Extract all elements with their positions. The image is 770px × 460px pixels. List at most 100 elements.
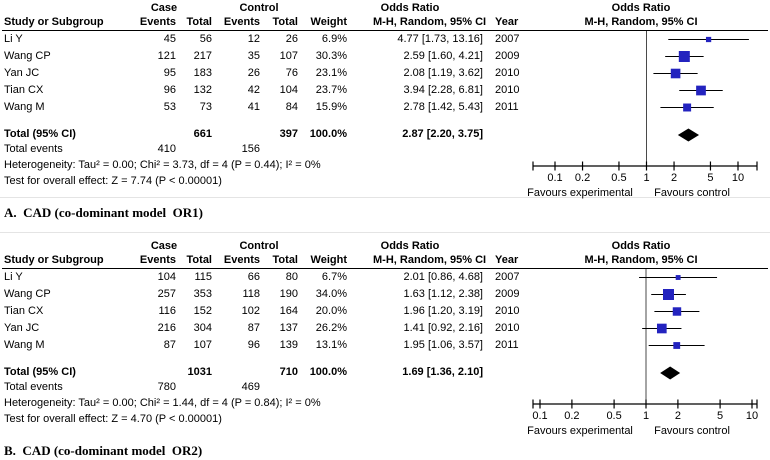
control-group-header: Control: [239, 240, 279, 252]
control-events-value: 12: [247, 33, 260, 45]
control-total-value: 26: [285, 33, 298, 45]
case-group-header: Case: [150, 2, 178, 14]
year-value: 2010: [495, 305, 520, 317]
case-events-value: 257: [157, 288, 176, 300]
case-events-value: 116: [158, 305, 176, 317]
axis-tick-label: 0.1: [547, 172, 562, 184]
or-square-marker: [675, 275, 681, 280]
weight-value: 6.9%: [321, 33, 347, 45]
case-events-header: Events: [139, 16, 176, 28]
case-total-value: 107: [193, 339, 212, 351]
control-total-value: 80: [285, 271, 298, 283]
control-events-value: 41: [247, 101, 260, 113]
or-square-marker: [696, 85, 706, 96]
case-total-value: 304: [193, 322, 212, 334]
control-events-value: 102: [241, 305, 260, 317]
favours-right-label: Favours control: [654, 425, 730, 437]
mh-random-plot-header: M-H, Random, 95% CI: [584, 16, 698, 28]
control-total-value: 190: [279, 288, 298, 300]
year-value: 2007: [495, 271, 520, 283]
total-weight: 100.0%: [309, 366, 347, 378]
or-ci-value: 2.01 [0.86, 4.68]: [403, 271, 483, 283]
control-events-value: 35: [247, 50, 260, 62]
case-events-header: Events: [139, 254, 176, 266]
forest-plot-area: 0.1 0.2 0.5 1 2 5 10 Favours experimental Favour…: [527, 31, 758, 199]
case-events-value: 53: [163, 101, 176, 113]
figure-b-top-edge-line: [0, 232, 770, 233]
study-name: Yan JC: [4, 322, 40, 334]
odds-ratio-column-header: Odds Ratio: [380, 240, 440, 252]
control-total-header: Total: [272, 254, 298, 266]
header-underline: [2, 30, 768, 31]
total-row-label: Total (95% CI): [4, 128, 76, 140]
or-square-marker: [673, 342, 681, 349]
weight-header: Weight: [310, 16, 347, 28]
case-events-value: 104: [157, 271, 176, 283]
control-events-header: Events: [223, 16, 260, 28]
axis-tick-label: 2: [671, 172, 677, 184]
mh-random-ci-header: M-H, Random, 95% CI: [373, 16, 487, 28]
forest-panel-a: Case Control Odds Ratio Odds Ratio Study or …: [0, 0, 770, 222]
case-events-value: 95: [163, 67, 176, 79]
or-square-marker: [705, 36, 712, 43]
weight-value: 13.1%: [315, 339, 347, 351]
case-events-value: 87: [163, 339, 176, 351]
control-total-value: 164: [279, 305, 298, 317]
favours-right-label: Favours control: [654, 187, 730, 199]
axis-tick-label: 0.1: [532, 410, 547, 422]
or-ci-value: 2.08 [1.19, 3.62]: [403, 67, 483, 79]
axis-tick-label: 0.2: [575, 172, 590, 184]
total-events-control: 469: [241, 381, 260, 393]
total-events-case: 410: [157, 143, 176, 155]
study-column-header: Study or Subgroup: [4, 16, 104, 28]
control-events-value: 87: [247, 322, 260, 334]
axis-tick-label: 5: [707, 172, 713, 184]
total-events-control: 156: [241, 143, 260, 155]
weight-value: 34.0%: [315, 288, 347, 300]
figure-a-bottom-edge-line: [0, 197, 770, 198]
weight-header: Weight: [310, 254, 347, 266]
study-name: Tian CX: [4, 84, 44, 96]
or-square-marker: [662, 289, 674, 300]
summary-diamond: [660, 366, 681, 380]
axis-tick-label: 10: [732, 172, 744, 184]
mh-random-ci-header: M-H, Random, 95% CI: [373, 254, 487, 266]
total-control-total: 397: [279, 128, 298, 140]
total-events-label: Total events: [4, 143, 63, 155]
study-name: Wang M: [4, 339, 45, 351]
mh-random-plot-header: M-H, Random, 95% CI: [584, 254, 698, 266]
control-group-header: Control: [239, 2, 279, 14]
axis-tick-label: 10: [746, 410, 758, 422]
or-square-marker: [683, 103, 692, 112]
year-header: Year: [495, 16, 519, 28]
favours-left-label: Favours experimental: [527, 187, 633, 199]
case-events-value: 96: [163, 84, 176, 96]
year-value: 2010: [495, 67, 520, 79]
axis-tick-label: 2: [675, 410, 681, 422]
weight-value: 6.7%: [321, 271, 347, 283]
heterogeneity-text: Heterogeneity: Tau² = 0.00; Chi² = 1.44,…: [4, 397, 321, 409]
weight-value: 26.2%: [315, 322, 347, 334]
case-total-value: 217: [193, 50, 212, 62]
control-events-value: 26: [247, 67, 260, 79]
case-total-header: Total: [186, 254, 212, 266]
control-events-value: 118: [242, 288, 260, 300]
summary-diamond: [677, 128, 700, 142]
total-events-label: Total events: [4, 381, 63, 393]
case-total-value: 132: [193, 84, 212, 96]
axis-tick-label: 0.2: [564, 410, 579, 422]
case-total-value: 152: [193, 305, 212, 317]
weight-value: 23.1%: [315, 67, 347, 79]
study-name: Tian CX: [4, 305, 44, 317]
or-ci-value: 4.77 [1.73, 13.16]: [397, 33, 483, 45]
case-group-header: Case: [150, 240, 178, 252]
axis-tick-label: 1: [643, 172, 649, 184]
case-total-value: 73: [199, 101, 212, 113]
control-total-value: 84: [285, 101, 298, 113]
study-name: Wang CP: [4, 50, 51, 62]
case-events-value: 45: [163, 33, 176, 45]
axis-tick-label: 0.5: [606, 410, 621, 422]
study-name: Yan JC: [4, 67, 40, 79]
control-total-value: 104: [279, 84, 298, 96]
